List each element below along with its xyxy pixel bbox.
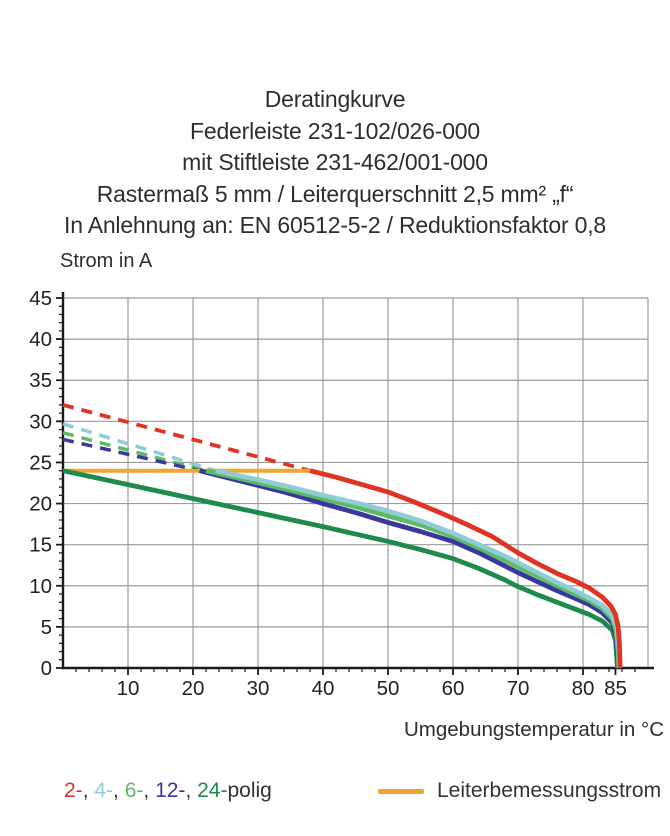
y-tick-label: 20 — [29, 493, 52, 516]
x-tick-label: 50 — [377, 677, 400, 700]
title-line-5: In Anlehnung an: EN 60512-5-2 / Reduktio… — [64, 212, 606, 238]
title-line-3: mit Stiftleiste 231-462/001-000 — [182, 149, 488, 175]
legend-rated-current: Leiterbemessungsstrom — [378, 779, 661, 803]
series-4-polig-theoretisch — [62, 422, 217, 473]
y-tick-label: 45 — [29, 290, 52, 310]
y-tick-label: 0 — [41, 657, 52, 680]
y-axis-title: Strom in A — [60, 250, 153, 272]
title-line-2: Federleiste 231-102/026-000 — [190, 117, 480, 144]
series-24-polig — [62, 468, 620, 669]
legend-separator: , — [143, 779, 156, 802]
y-tick-label: 40 — [29, 328, 52, 351]
legend-separator: , — [82, 779, 95, 802]
title-line-1: Deratingkurve — [264, 86, 406, 112]
y-tick-label: 10 — [29, 575, 52, 598]
y-tick-label: 5 — [41, 616, 52, 639]
y-tick-label: 25 — [29, 451, 52, 474]
derating-chart: 0 5 10 15 20 25 30 35 40 45 10 20 30 40 50 60 70 80 85 — [29, 290, 654, 700]
legend-pole-24: 24- — [197, 779, 228, 802]
legend-poles: 2-, 4-, 6-, 12-, 24-polig — [64, 779, 272, 803]
legend-pole-4: 4- — [94, 779, 114, 802]
x-tick-label: 60 — [442, 677, 465, 700]
x-tick-label: 40 — [312, 677, 335, 700]
series-12-polig-theoretisch — [62, 437, 200, 473]
legend-suffix: polig — [227, 779, 272, 802]
series-6-polig-theoretisch — [62, 431, 207, 473]
x-tick-label: 10 — [117, 677, 140, 700]
y-tick-label: 30 — [29, 410, 52, 433]
legend-pole-12: 12- — [155, 779, 186, 802]
x-tick-label: 20 — [182, 677, 205, 700]
legend-separator: , — [113, 779, 125, 802]
rated-current-line-icon — [378, 788, 424, 794]
series-4-polig — [215, 468, 622, 669]
y-tick-label: 15 — [29, 534, 52, 557]
x-axis-title: Umgebungstemperatur in °C — [403, 718, 664, 741]
series-2-polig — [309, 468, 623, 669]
series-2-polig-theoretisch — [62, 403, 311, 473]
x-tick-label: 30 — [247, 677, 270, 700]
y-tick-label: 35 — [29, 369, 52, 392]
x-tick-label: 80 — [572, 677, 595, 700]
chart-title: Deratingkurve Federleiste 231-102/026-00… — [0, 84, 670, 242]
x-tick-label: 70 — [507, 677, 530, 700]
title-line-4: Rastermaß 5 mm / Leiterquerschnitt 2,5 m… — [96, 180, 574, 207]
legend-separator: , — [185, 779, 198, 802]
x-tick-label: 85 — [604, 677, 627, 700]
legend-pole-2: 2- — [64, 779, 83, 802]
legend-pole-6: 6- — [124, 779, 144, 802]
rated-current-label: Leiterbemessungsstrom — [437, 779, 662, 802]
